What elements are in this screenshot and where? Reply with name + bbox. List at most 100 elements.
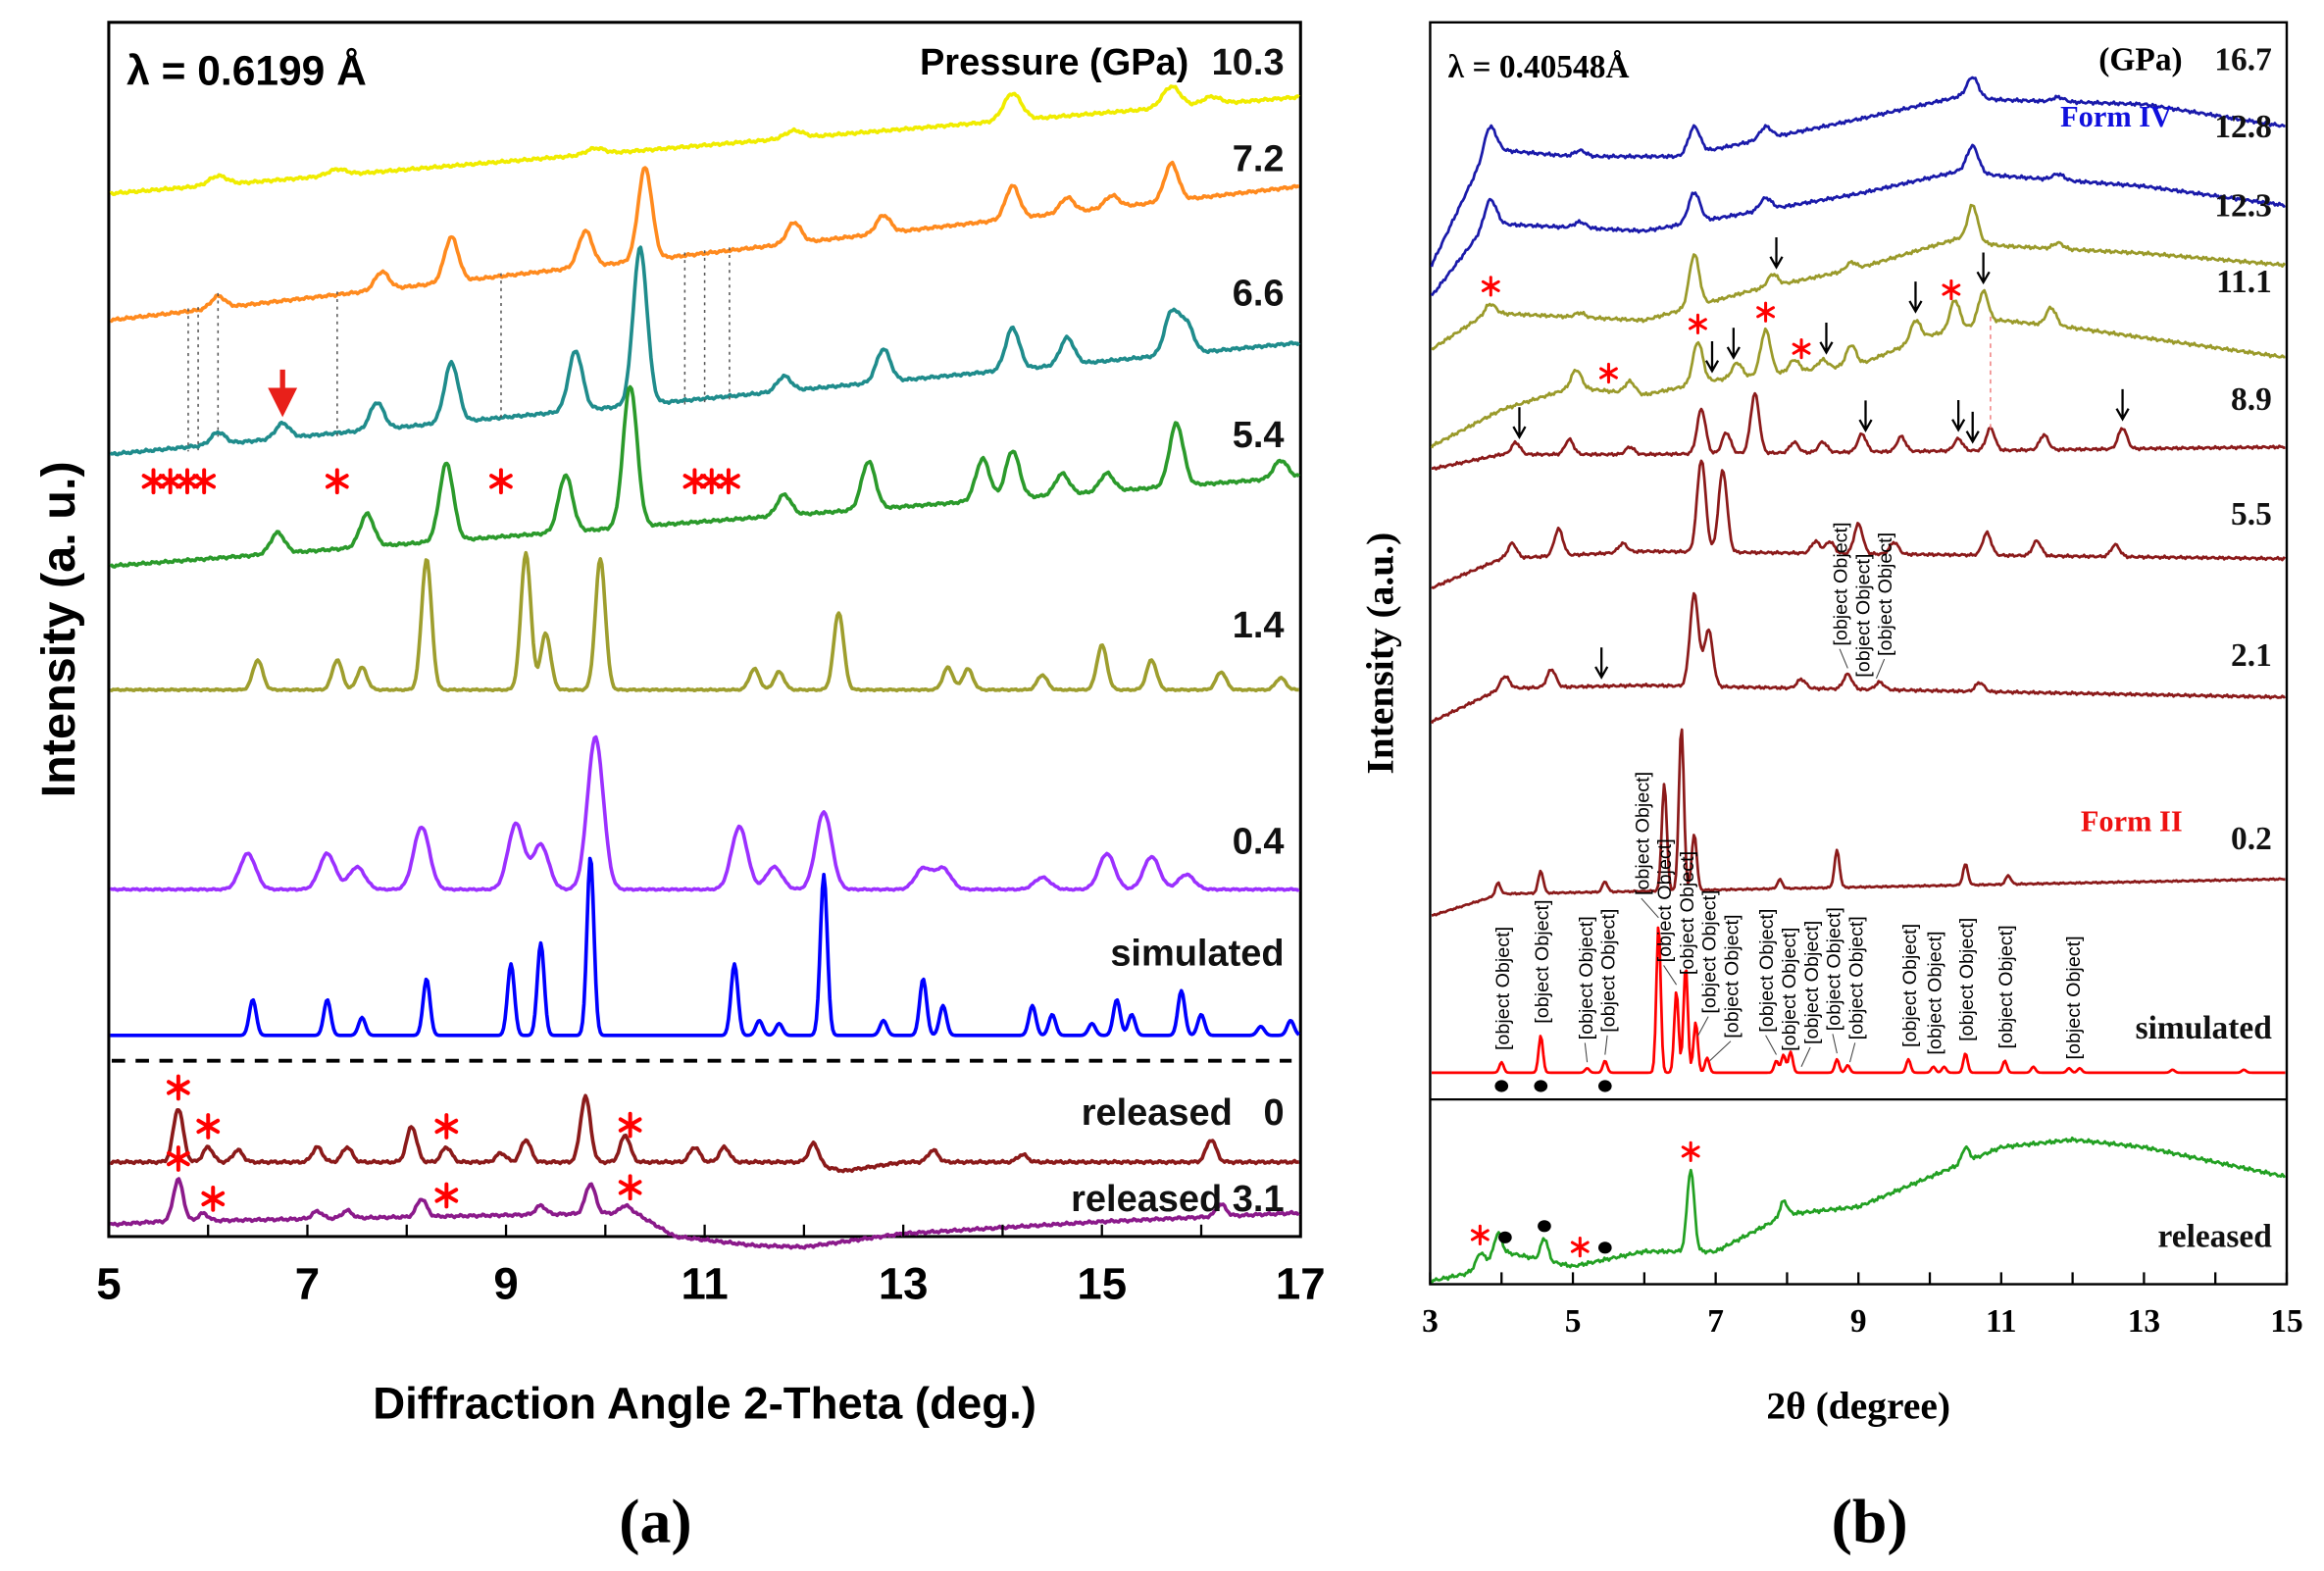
arrow-down-icon <box>1908 281 1923 314</box>
hkl-label: [object Object] <box>1845 916 1867 1039</box>
trace-11.1 <box>1430 288 2286 449</box>
hkl-leader-line <box>1765 1035 1777 1055</box>
x-tick-label: 9 <box>1850 1303 1867 1340</box>
series-label: 7.2 <box>1233 139 1285 180</box>
hkl-label: [object Object] <box>1852 554 1874 678</box>
wavelength-label: λ = 0.40548Å <box>1448 49 1630 85</box>
dot-marker <box>1538 1220 1551 1233</box>
x-tick-label: 5 <box>1565 1303 1582 1340</box>
hkl-label: [object Object] <box>1654 838 1676 962</box>
series-label: 2.1 <box>2231 637 2272 674</box>
dot-marker <box>1597 1242 1612 1254</box>
star-marker-icon <box>618 1111 642 1139</box>
star-marker-icon <box>1599 362 1618 384</box>
arrow-down-icon <box>1965 411 1980 444</box>
star-marker-icon <box>1470 1224 1490 1246</box>
series-label: 12.3 <box>2214 187 2271 224</box>
x-axis-label: 2θ (degree) <box>1766 1384 1950 1427</box>
x-tick-label: 13 <box>879 1259 929 1309</box>
hkl-leader-line <box>1663 965 1678 986</box>
x-tick-label: 11 <box>1986 1303 2017 1340</box>
star-marker-icon <box>717 468 740 495</box>
star-marker-icon <box>167 1145 190 1172</box>
x-tick-label: 3 <box>1422 1303 1439 1340</box>
star-marker-icon <box>141 468 166 495</box>
arrow-down-icon <box>1951 399 1966 432</box>
star-marker-icon <box>167 1074 190 1101</box>
x-tick-label: 11 <box>682 1259 729 1309</box>
hkl-leader-line <box>1800 1046 1811 1067</box>
hkl-label: [object Object] <box>1801 921 1823 1044</box>
legend-header: (GPa) <box>2098 41 2182 77</box>
trace-released-0 <box>109 1093 1300 1174</box>
dot-marker <box>1534 1080 1548 1092</box>
series-label: 12.8 <box>2214 109 2271 145</box>
trace-8.9 <box>1431 391 2286 471</box>
series-label: 0.2 <box>2231 821 2272 857</box>
dot-marker <box>1498 1231 1512 1243</box>
star-marker-icon <box>434 1113 459 1140</box>
trace-6.6 <box>109 245 1301 457</box>
trace-1.4 <box>110 550 1300 693</box>
arrow-down-icon <box>1858 400 1873 433</box>
hkl-label: [object Object] <box>1632 772 1653 895</box>
star-marker-icon <box>158 468 182 495</box>
star-marker-icon <box>699 468 724 495</box>
arrow-down-icon <box>1819 323 1834 355</box>
hkl-label: [object Object] <box>1699 889 1721 1013</box>
star-marker-icon <box>489 468 513 495</box>
form-ii-label: Form II <box>2081 805 2183 838</box>
arrow-down-icon <box>1594 647 1609 680</box>
arrow-down-icon <box>2115 388 2130 422</box>
trace-released-3.1 <box>110 1177 1300 1250</box>
arrow-down-icon <box>1976 252 1991 285</box>
wavelength-label: λ = 0.6199 Å <box>126 48 367 95</box>
trace-12.3 <box>1431 203 2287 351</box>
x-tick-label: 15 <box>2270 1303 2302 1340</box>
series-label: released <box>2158 1219 2273 1255</box>
hkl-leader-line <box>1839 648 1848 669</box>
trace-7.2 <box>109 160 1300 324</box>
panel-label: (b) <box>1832 1486 1908 1555</box>
dot-marker <box>1597 1080 1612 1092</box>
star-marker-icon <box>1570 1236 1590 1258</box>
star-marker-icon <box>201 1185 226 1212</box>
x-tick-label: 9 <box>493 1259 518 1309</box>
trace-simulated <box>1431 926 2286 1075</box>
series-label: 5.5 <box>2231 496 2272 532</box>
hkl-leader-line <box>1709 1040 1732 1061</box>
trace-simulated <box>110 856 1300 1038</box>
series-label: 11.1 <box>2216 264 2272 300</box>
star-marker-icon <box>618 1174 642 1201</box>
series-label: 8.9 <box>2231 381 2272 418</box>
hkl-label: [object Object] <box>1824 907 1845 1031</box>
series-label: 5.4 <box>1233 415 1285 456</box>
arrow-down-icon <box>1769 237 1784 270</box>
form-iv-label: Form IV <box>2060 100 2172 133</box>
panel-a-xrd-chart: 10.3 7.2 6.6 5.4 1.4 0.4 simulated released 0 re… <box>32 21 1326 1555</box>
trace-released <box>1430 1136 2287 1284</box>
trace-0.2 <box>1431 728 2286 917</box>
series-label: 16.7 <box>2214 41 2271 77</box>
hkl-label: [object Object] <box>1899 924 1921 1047</box>
hkl-leader-line <box>1848 1042 1856 1063</box>
star-marker-icon <box>1756 301 1776 323</box>
star-marker-icon <box>196 1113 221 1140</box>
hkl-label: [object Object] <box>1576 916 1597 1039</box>
hkl-label: [object Object] <box>1924 931 1945 1054</box>
dot-marker <box>1494 1080 1509 1092</box>
arrow-down-icon <box>1726 328 1741 360</box>
x-tick-label: 7 <box>1707 1303 1724 1340</box>
x-axis-label: Diffraction Angle 2-Theta (deg.) <box>373 1378 1036 1428</box>
star-marker-icon <box>1681 1140 1700 1162</box>
hkl-leader-line <box>1696 1016 1709 1037</box>
hkl-label: [object Object] <box>1677 851 1698 975</box>
y-axis-label: Intensity (a. u.) <box>32 461 85 797</box>
trace-0.4 <box>110 735 1300 892</box>
hkl-label: [object Object] <box>1996 925 2017 1048</box>
series-label: simulated <box>1110 933 1284 974</box>
hkl-label: [object Object] <box>1875 532 1896 656</box>
trace-5.5 <box>1431 459 2287 589</box>
star-marker-icon <box>1792 338 1811 360</box>
